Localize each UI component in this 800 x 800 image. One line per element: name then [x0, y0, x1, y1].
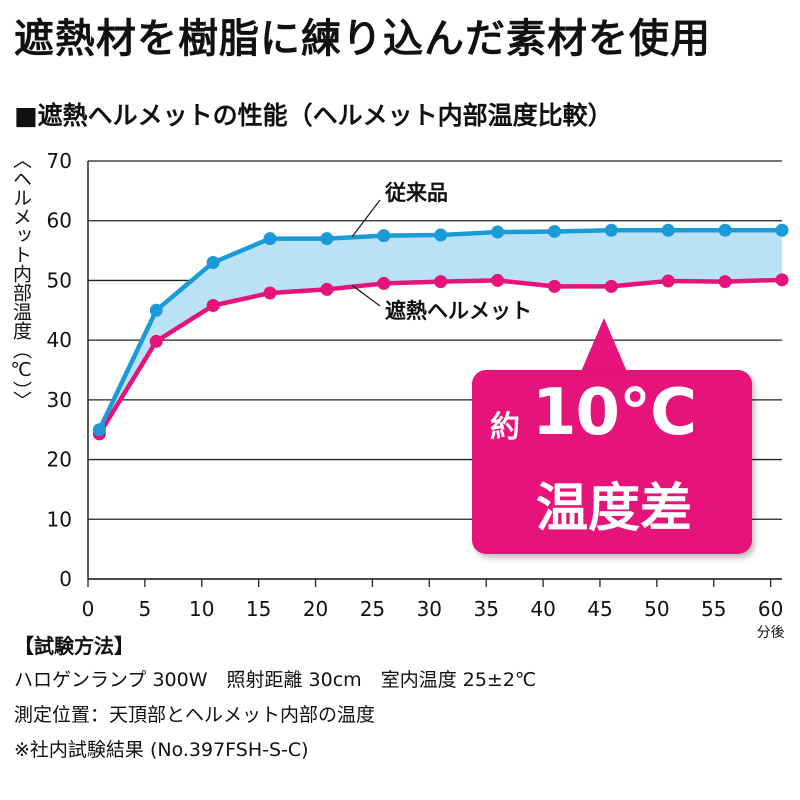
- test-method-section: 【試験方法】 ハロゲンランプ 300W 照射距離 30cm 室内温度 25±2℃…: [14, 630, 536, 770]
- y-tick-label: 30: [47, 388, 72, 412]
- x-tick-label: 30: [417, 597, 442, 621]
- x-tick-label: 20: [303, 597, 328, 621]
- conventional-helmet-point: [149, 303, 163, 317]
- callout-value: 10°C: [532, 376, 697, 450]
- test-method-line-note: ※社内試験結果 (No.397FSH-S-C): [14, 739, 309, 761]
- heat-shield-helmet-point: [775, 273, 789, 287]
- heat-shield-helmet-point: [320, 282, 334, 296]
- heat-shield-helmet-point: [604, 279, 618, 293]
- y-tick-label: 10: [47, 507, 72, 531]
- heat-shield-helmet-point: [661, 274, 675, 288]
- heat-shield-helmet-point: [377, 276, 391, 290]
- x-tick-label: 40: [530, 597, 555, 621]
- conventional-helmet-point: [604, 223, 618, 237]
- heat-shield-helmet-point: [434, 275, 448, 289]
- conventional-helmet-point: [491, 225, 505, 239]
- conventional-helmet-point: [320, 232, 334, 246]
- x-tick-label: 25: [360, 597, 385, 621]
- conventional-helmet-point: [434, 228, 448, 242]
- conventional-helmet-point: [92, 423, 106, 437]
- y-tick-label: 20: [47, 448, 72, 472]
- heat-shield-helmet-point: [149, 334, 163, 348]
- y-tick-label: 70: [47, 149, 72, 173]
- callout-box: 約 10°C 温度差: [472, 370, 752, 554]
- callout-prefix: 約: [490, 410, 520, 445]
- x-tick-label: 10: [189, 597, 214, 621]
- callout-caption: 温度差: [536, 479, 693, 539]
- headline: 遮熱材を樹脂に練り込んだ素材を使用: [14, 16, 711, 62]
- y-tick-label: 60: [47, 209, 72, 233]
- x-tick-label: 0: [82, 597, 95, 621]
- heat-shield-helmet-point: [547, 279, 561, 293]
- x-tick-label: 55: [701, 597, 726, 621]
- conventional-helmet-point: [775, 223, 789, 237]
- x-tick-label: 15: [246, 597, 271, 621]
- y-tick-label: 40: [47, 328, 72, 352]
- conventional-helmet-point: [718, 223, 732, 237]
- heat-shield-helmet-point: [206, 299, 220, 313]
- heat-shield-helmet-point: [263, 286, 277, 300]
- heat-shield-label-leader: [351, 284, 381, 307]
- x-tick-label: 60: [758, 597, 783, 621]
- x-tick-label: 50: [644, 597, 669, 621]
- conventional-helmet-point: [661, 223, 675, 237]
- conventional-helmet-point: [206, 256, 220, 270]
- callout-pointer: [580, 318, 628, 374]
- temperature-difference-callout: 約 10°C 温度差: [472, 318, 752, 554]
- test-method-title: 【試験方法】: [14, 634, 134, 658]
- y-tick-label: 0: [59, 567, 72, 591]
- test-method-line-conditions: ハロゲンランプ 300W 照射距離 30cm 室内温度 25±2℃: [14, 669, 537, 691]
- heat-shield-helmet-point: [491, 273, 505, 287]
- x-unit-label: 分後: [757, 625, 785, 641]
- y-tick-label: 50: [47, 268, 72, 292]
- x-tick-label: 5: [139, 597, 152, 621]
- conventional-label-leader: [351, 199, 381, 238]
- heat-shield-helmet-point: [718, 275, 732, 289]
- test-method-line-position: 測定位置：天頂部とヘルメット内部の温度: [14, 704, 376, 726]
- conventional-helmet-point: [377, 229, 391, 243]
- conventional-helmet-point: [547, 224, 561, 238]
- conventional-helmet-point: [263, 232, 277, 246]
- x-tick-label: 35: [473, 597, 498, 621]
- x-tick-label: 45: [587, 597, 612, 621]
- heat-shield-helmet-label: 遮熱ヘルメット: [385, 299, 532, 323]
- conventional-helmet-label: 従来品: [384, 181, 448, 205]
- y-axis-label: 〈ヘルメット内部温度（℃）〉: [10, 150, 32, 410]
- chart-title: ■遮熱ヘルメットの性能（ヘルメット内部温度比較）: [14, 101, 613, 130]
